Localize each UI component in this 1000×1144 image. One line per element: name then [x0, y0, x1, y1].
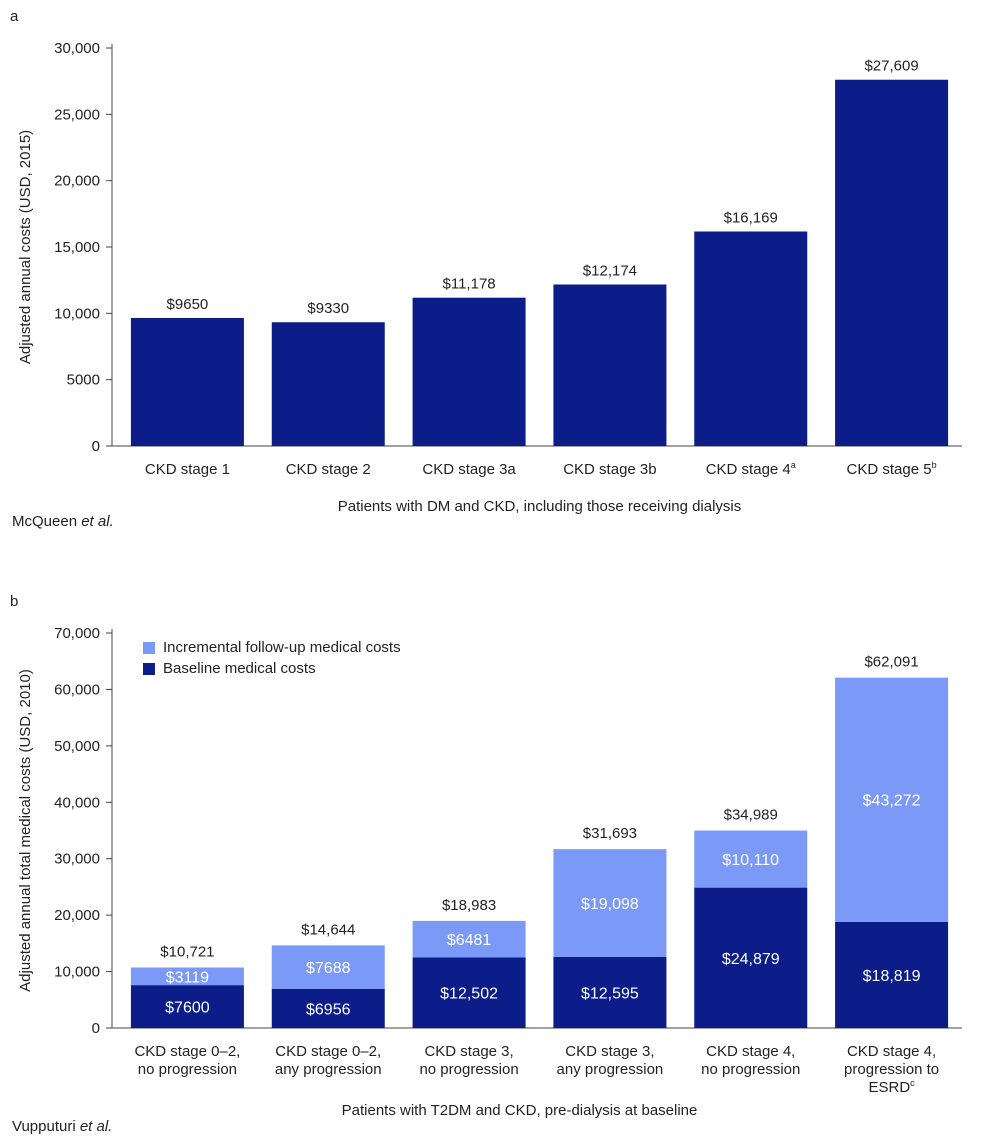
- chart-a-y-tick-label: 30,000: [54, 40, 100, 57]
- source-etal-a: et al.: [81, 513, 114, 530]
- bar-segment-baseline: [835, 921, 949, 1028]
- x-category-label: CKD stage 0–2, any progression: [275, 1043, 382, 1078]
- x-category-label: CKD stage 3, no progression: [419, 1043, 518, 1078]
- chart-a-y-tick-label: 15,000: [54, 239, 100, 256]
- bar-segment-incremental: [694, 830, 808, 888]
- chart-b-y-tick-label: 0: [92, 1020, 100, 1037]
- chart-panel-a: a 0 5000 10,000 15,000 20,000 25,000 30,000 Adj…: [0, 0, 1000, 560]
- chart-a-y-tick-label: 5000: [67, 372, 100, 389]
- bar-segment-incremental: [271, 945, 385, 989]
- bar-total-label: $62,091: [864, 654, 918, 671]
- x-category-label: CKD stage 3b: [563, 461, 656, 478]
- chart-b-y-tick-label: 50,000: [54, 738, 100, 755]
- segment-value-label-incremental: $43,272: [863, 793, 921, 810]
- source-citation-a: McQueen et al.: [12, 513, 114, 530]
- chart-a-y-tick-label: 0: [92, 438, 100, 455]
- chart-b-x-axis-label: Patients with T2DM and CKD, pre-dialysis…: [342, 1102, 698, 1119]
- segment-value-label-baseline: $12,502: [440, 986, 498, 1003]
- bar-segment-baseline: [412, 957, 526, 1028]
- segment-value-label-incremental: $19,098: [581, 896, 639, 913]
- segment-value-label-incremental: $10,110: [722, 852, 779, 869]
- bar: [271, 322, 385, 446]
- bar-total-label: $31,693: [583, 825, 637, 842]
- legend-swatch-incremental: [143, 641, 155, 654]
- chart-a-y-tick-label: 25,000: [54, 106, 100, 123]
- source-citation-b: Vupputuri et al.: [12, 1118, 112, 1135]
- bar-segment-baseline: [130, 985, 244, 1028]
- bar: [694, 231, 808, 446]
- bar-value-label: $11,178: [443, 276, 496, 293]
- bar-value-label: $9330: [307, 300, 349, 317]
- bar-value-label: $9650: [167, 296, 209, 313]
- x-category-label: CKD stage 3a: [422, 461, 516, 478]
- panel-letter-b: b: [10, 593, 19, 610]
- segment-value-label-incremental: $6481: [447, 932, 492, 949]
- bar-total-label: $10,721: [160, 944, 214, 961]
- chart-a-y-axis-label: Adjusted annual costs (USD, 2015): [17, 130, 34, 364]
- legend: Incremental follow-up medical costs Base…: [143, 637, 401, 679]
- segment-value-label-baseline: $7600: [165, 1000, 210, 1017]
- chart-panel-b: b 0 10,000 20,000 30,000 40,000 50,000 60,000 7…: [0, 585, 1000, 1144]
- bar-segment-baseline: [553, 956, 667, 1028]
- x-category-label: CKD stage 1: [145, 461, 230, 478]
- legend-item-incremental: Incremental follow-up medical costs: [143, 637, 401, 658]
- segment-value-label-incremental: $3119: [166, 969, 209, 986]
- segment-value-label-baseline: $18,819: [863, 968, 921, 985]
- x-category-label: CKD stage 3, any progression: [557, 1043, 664, 1078]
- chart-a-y-tick-label: 20,000: [54, 173, 100, 190]
- source-author-a: McQueen: [12, 513, 78, 530]
- bar-value-label: $16,169: [724, 209, 778, 226]
- legend-swatch-baseline: [143, 662, 155, 675]
- x-category-label: CKD stage 0–2, no progression: [134, 1043, 240, 1078]
- chart-b-y-tick-label: 40,000: [54, 794, 100, 811]
- chart-a-y-tick-label: 10,000: [54, 305, 100, 322]
- x-category-label: CKD stage 5b: [847, 460, 937, 478]
- source-etal-b: et al.: [79, 1118, 113, 1135]
- bar-segment-baseline: [694, 887, 808, 1028]
- chart-b-y-tick-label: 70,000: [54, 625, 100, 642]
- bar-value-label: $12,174: [583, 262, 637, 279]
- bar: [412, 297, 526, 446]
- legend-label-baseline: Baseline medical costs: [163, 660, 316, 677]
- panel-letter-a: a: [10, 8, 19, 25]
- chart-b-y-tick-label: 10,000: [54, 964, 100, 981]
- bar-segment-incremental: [130, 967, 244, 986]
- chart-b-y-tick-label: 30,000: [54, 851, 100, 868]
- legend-item-baseline: Baseline medical costs: [143, 658, 401, 679]
- chart-a-svg: 0 5000 10,000 15,000 20,000 25,000 30,000 Adjus…: [17, 40, 962, 515]
- chart-b-y-tick-label: 20,000: [54, 907, 100, 924]
- source-author-b: Vupputuri: [12, 1118, 76, 1135]
- segment-value-label-incremental: $7688: [306, 960, 351, 977]
- bar-total-label: $18,983: [442, 897, 496, 914]
- legend-label-incremental: Incremental follow-up medical costs: [163, 639, 401, 656]
- segment-value-label-baseline: $6956: [306, 1001, 351, 1018]
- segment-value-label-baseline: $12,595: [581, 985, 639, 1002]
- chart-b-svg: 0 10,000 20,000 30,000 40,000 50,000 60,000 70,…: [17, 625, 962, 1119]
- bar-total-label: $14,644: [301, 921, 355, 938]
- bar-total-label: $34,989: [724, 807, 778, 824]
- bar: [835, 79, 949, 447]
- bar-value-label: $27,609: [864, 58, 918, 75]
- x-category-label: CKD stage 4a: [706, 460, 796, 478]
- bar: [130, 317, 244, 446]
- chart-b-y-tick-label: 60,000: [54, 681, 100, 698]
- x-category-label: CKD stage 4, no progression: [701, 1043, 800, 1078]
- bar-segment-baseline: [271, 988, 385, 1028]
- chart-a-x-axis-label: Patients with DM and CKD, including thos…: [338, 498, 742, 515]
- chart-b-y-axis-label: Adjusted annual total medical costs (USD…: [17, 669, 34, 992]
- x-category-label: CKD stage 4, progression to ESRDc: [844, 1043, 939, 1096]
- segment-value-label-baseline: $24,879: [722, 951, 780, 968]
- bar-segment-incremental: [412, 920, 526, 958]
- bar: [553, 284, 667, 446]
- x-category-label: CKD stage 2: [286, 461, 371, 478]
- bar-segment-incremental: [835, 677, 949, 922]
- bar-segment-incremental: [553, 849, 667, 957]
